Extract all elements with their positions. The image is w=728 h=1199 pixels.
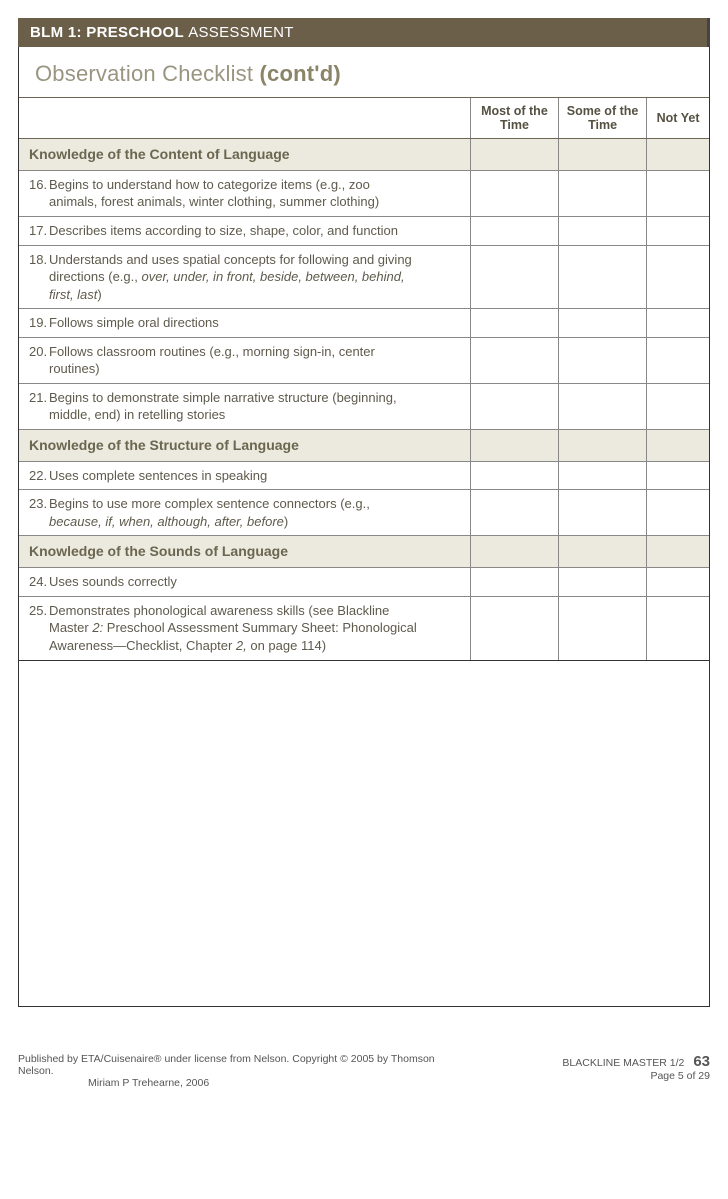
row-number: 16. <box>19 176 49 194</box>
table-row: 19.Follows simple oral directions <box>19 309 709 338</box>
table-header-row: Most of the Time Some of the Time Not Ye… <box>19 98 709 139</box>
checkbox-cell[interactable] <box>470 216 558 245</box>
checkbox-cell[interactable] <box>559 568 647 597</box>
table-row: 22.Uses complete sentences in speaking <box>19 461 709 490</box>
row-number: 20. <box>19 343 49 361</box>
author-line: Miriam P Trehearne, 2006 <box>18 1077 458 1089</box>
row-text: Begins to use more complex sentence conn… <box>49 495 419 530</box>
header-bold: PRESCHOOL <box>86 24 183 41</box>
row-number: 22. <box>19 467 49 485</box>
table-row: 25.Demonstrates phonological awareness s… <box>19 596 709 660</box>
table-body: Knowledge of the Content of Language16.B… <box>19 139 709 661</box>
checkbox-cell[interactable] <box>559 337 647 383</box>
header-suffix: ASSESSMENT <box>188 24 294 41</box>
row-number: 24. <box>19 573 49 591</box>
page-title: Observation Checklist (cont'd) <box>19 61 709 97</box>
row-number: 21. <box>19 389 49 407</box>
checkbox-cell[interactable] <box>559 596 647 660</box>
row-text: Understands and uses spatial concepts fo… <box>49 251 419 304</box>
checkbox-cell[interactable] <box>559 490 647 536</box>
table-row: 16.Begins to understand how to categoriz… <box>19 170 709 216</box>
row-text: Follows classroom routines (e.g., mornin… <box>49 343 419 378</box>
col-most: Most of the Time <box>470 98 558 139</box>
row-text: Demonstrates phonological awareness skil… <box>49 602 419 655</box>
checkbox-cell[interactable] <box>559 245 647 309</box>
row-text: Uses sounds correctly <box>49 573 419 591</box>
col-not: Not Yet <box>647 98 709 139</box>
row-text: Follows simple oral directions <box>49 314 419 332</box>
document-header: BLM 1: PRESCHOOL ASSESSMENT <box>18 18 710 47</box>
row-number: 23. <box>19 495 49 513</box>
checkbox-cell[interactable] <box>470 568 558 597</box>
checkbox-cell[interactable] <box>647 245 709 309</box>
page: BLM 1: PRESCHOOL ASSESSMENT Observation … <box>0 0 728 1007</box>
row-text: Uses complete sentences in speaking <box>49 467 419 485</box>
checkbox-cell[interactable] <box>647 461 709 490</box>
col-some: Some of the Time <box>559 98 647 139</box>
page-of: Page 5 of 29 <box>562 1070 710 1082</box>
table-row: 18.Understands and uses spatial concepts… <box>19 245 709 309</box>
checkbox-cell[interactable] <box>559 383 647 429</box>
row-number: 25. <box>19 602 49 620</box>
checkbox-cell[interactable] <box>647 383 709 429</box>
checkbox-cell[interactable] <box>470 337 558 383</box>
col-description <box>19 98 470 139</box>
checkbox-cell[interactable] <box>470 170 558 216</box>
row-number: 18. <box>19 251 49 269</box>
title-part-b: Checklist <box>162 61 253 86</box>
header-prefix: BLM 1: <box>30 24 82 41</box>
section-heading: Knowledge of the Sounds of Language <box>19 536 709 568</box>
table-row: 21.Begins to demonstrate simple narrativ… <box>19 383 709 429</box>
table-row: 24.Uses sounds correctly <box>19 568 709 597</box>
title-part-a: Observation <box>35 61 156 86</box>
checkbox-cell[interactable] <box>647 596 709 660</box>
checklist-table: Most of the Time Some of the Time Not Ye… <box>19 97 709 661</box>
checkbox-cell[interactable] <box>647 490 709 536</box>
checkbox-cell[interactable] <box>470 245 558 309</box>
checkbox-cell[interactable] <box>470 309 558 338</box>
table-row: 23.Begins to use more complex sentence c… <box>19 490 709 536</box>
section-heading: Knowledge of the Structure of Language <box>19 429 709 461</box>
master-label: BLACKLINE MASTER 1/2 <box>562 1057 684 1069</box>
table-row: 20.Follows classroom routines (e.g., mor… <box>19 337 709 383</box>
row-number: 17. <box>19 222 49 240</box>
table-row: 17.Describes items according to size, sh… <box>19 216 709 245</box>
checkbox-cell[interactable] <box>470 490 558 536</box>
checkbox-cell[interactable] <box>647 170 709 216</box>
checkbox-cell[interactable] <box>647 337 709 383</box>
checkbox-cell[interactable] <box>647 309 709 338</box>
publisher-line: Published by ETA/Cuisenaire® under licen… <box>18 1053 458 1077</box>
footer-right: BLACKLINE MASTER 1/2 63 Page 5 of 29 <box>562 1053 710 1089</box>
checkbox-cell[interactable] <box>470 596 558 660</box>
content-box: Observation Checklist (cont'd) Most of t… <box>18 47 710 1007</box>
checkbox-cell[interactable] <box>559 170 647 216</box>
checkbox-cell[interactable] <box>647 568 709 597</box>
row-text: Begins to demonstrate simple narrative s… <box>49 389 419 424</box>
row-number: 19. <box>19 314 49 332</box>
title-part-c: (cont'd) <box>260 61 341 86</box>
page-number: 63 <box>693 1053 710 1070</box>
checkbox-cell[interactable] <box>470 383 558 429</box>
row-text: Describes items according to size, shape… <box>49 222 419 240</box>
checkbox-cell[interactable] <box>559 309 647 338</box>
footer-left: Published by ETA/Cuisenaire® under licen… <box>18 1053 458 1089</box>
section-heading: Knowledge of the Content of Language <box>19 139 709 171</box>
footer: Published by ETA/Cuisenaire® under licen… <box>18 1053 710 1089</box>
checkbox-cell[interactable] <box>559 461 647 490</box>
row-text: Begins to understand how to categorize i… <box>49 176 419 211</box>
checkbox-cell[interactable] <box>470 461 558 490</box>
checkbox-cell[interactable] <box>647 216 709 245</box>
checkbox-cell[interactable] <box>559 216 647 245</box>
